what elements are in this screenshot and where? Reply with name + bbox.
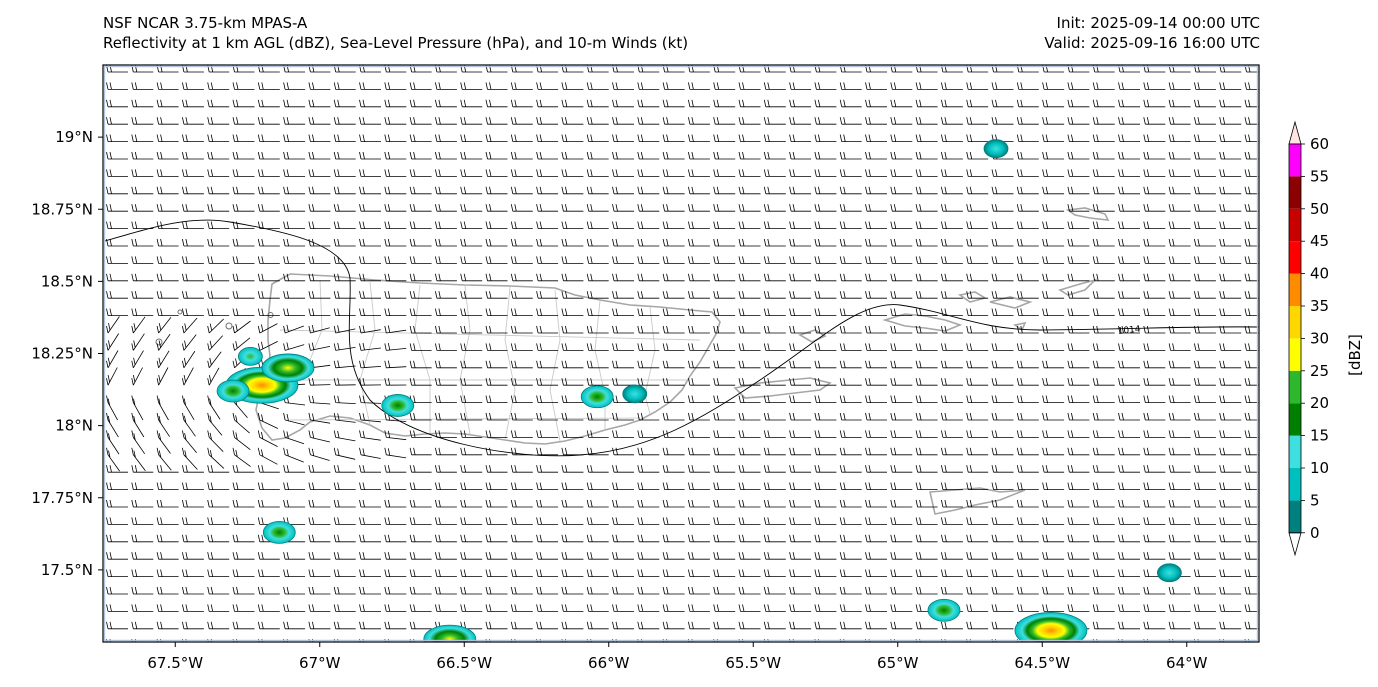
colorbar-tick-label: 50 (1310, 200, 1329, 218)
colorbar-over-extension (1288, 120, 1302, 145)
colorbar-bin (1289, 306, 1301, 339)
lon-tick-label: 64°W (1166, 654, 1208, 672)
lon-tick-label: 66°W (588, 654, 630, 672)
lon-tick-label: 65°W (877, 654, 919, 672)
lat-tick-label: 18.25°N (31, 345, 93, 363)
title-line-model: NSF NCAR 3.75-km MPAS-A (103, 14, 308, 32)
reflectivity-echo (622, 384, 648, 404)
reflectivity-echo (580, 385, 614, 409)
reflectivity-echo (381, 394, 415, 417)
colorbar-bin (1289, 144, 1301, 177)
lat-tick-label: 17.5°N (41, 561, 93, 579)
colorbar-tick-label: 55 (1310, 167, 1329, 185)
lat-tick-label: 18.75°N (31, 200, 93, 218)
colorbar-label: [dBZ] (1346, 334, 1364, 376)
reflectivity-echo (927, 598, 961, 622)
figure-title: NSF NCAR 3.75-km MPAS-A Reflectivity at … (103, 13, 688, 53)
colorbar-bin (1289, 500, 1301, 533)
culebra-coastline (798, 329, 827, 343)
wind-barb-field (106, 65, 1259, 642)
reflectivity-echo (983, 139, 1009, 159)
colorbar-bin (1289, 468, 1301, 501)
vieques-coastline (733, 377, 832, 399)
lon-tick-label: 66.5°W (436, 654, 492, 672)
longitude-axis: 67.5°W 67°W 66.5°W 66°W 65.5°W 65°W 64.5°W 64°W (147, 642, 1208, 672)
colorbar-tick-label: 30 (1310, 329, 1329, 347)
coastlines (155, 207, 1110, 515)
reflectivity-echoes (216, 139, 1182, 642)
colorbar-bin (1289, 370, 1301, 404)
reflectivity-echo (237, 346, 263, 366)
mona-island-coastline (155, 309, 274, 346)
lon-tick-label: 67.5°W (147, 654, 203, 672)
lon-tick-label: 64.5°W (1014, 654, 1070, 672)
wind-barbs (106, 65, 1259, 642)
colorbar: 0 5 10 15 20 25 30 35 40 45 50 55 60 (1288, 120, 1329, 557)
reflectivity-echo (262, 520, 296, 544)
isobar-label: 1014 (1117, 325, 1141, 337)
colorbar-bin (1289, 176, 1301, 209)
valid-time: Valid: 2025-09-16 16:00 UTC (1044, 34, 1260, 52)
colorbar-tick-label: 60 (1310, 135, 1329, 153)
colorbar-bin (1289, 241, 1301, 274)
lon-tick-label: 67°W (299, 654, 341, 672)
colorbar-tick-label: 35 (1310, 297, 1329, 315)
colorbar-tick-label: 5 (1310, 491, 1320, 509)
colorbar-tick-label: 45 (1310, 232, 1329, 250)
colorbar-bin (1289, 403, 1301, 436)
title-line-fields: Reflectivity at 1 km AGL (dBZ), Sea-Leve… (103, 34, 689, 52)
st-croix-coastline (929, 487, 1026, 515)
st-john-bvi-coastline (989, 278, 1098, 332)
reflectivity-echo (423, 624, 477, 642)
isobar-1014 (104, 219, 1259, 457)
latitude-axis: 19°N 18.75°N 18.5°N 18.25°N 18°N 17.75°N 17.5°… (31, 128, 103, 579)
anegada-coastline (1065, 207, 1110, 221)
colorbar-tick-label: 10 (1310, 459, 1329, 477)
colorbar-tick-label: 40 (1310, 265, 1329, 283)
lat-tick-label: 19°N (55, 128, 93, 146)
reflectivity-echo (1157, 563, 1182, 583)
lat-tick-label: 17.75°N (31, 489, 93, 507)
map-inner-edge (103, 65, 1259, 642)
colorbar-tick-label: 0 (1310, 524, 1320, 542)
colorbar-tick-label: 25 (1310, 362, 1329, 380)
puerto-rico-coastline (255, 273, 721, 445)
reflectivity-echo (261, 353, 315, 383)
lat-tick-label: 18°N (55, 417, 93, 435)
colorbar-tick-label: 15 (1310, 427, 1329, 445)
lat-tick-label: 18.5°N (41, 272, 93, 290)
colorbar-bin (1289, 435, 1301, 468)
colorbar-bin (1289, 273, 1301, 306)
reflectivity-echo (216, 379, 250, 403)
map-background (103, 65, 1259, 642)
lon-tick-label: 65.5°W (725, 654, 781, 672)
colorbar-tick-label: 20 (1310, 394, 1329, 412)
colorbar-bin (1289, 338, 1301, 371)
reflectivity-echo (1014, 612, 1088, 642)
init-time: Init: 2025-09-14 00:00 UTC (1056, 14, 1260, 32)
colorbar-under-extension (1288, 532, 1302, 557)
colorbar-bin (1289, 208, 1301, 242)
figure-times: Init: 2025-09-14 00:00 UTC Valid: 2025-0… (1044, 13, 1260, 53)
